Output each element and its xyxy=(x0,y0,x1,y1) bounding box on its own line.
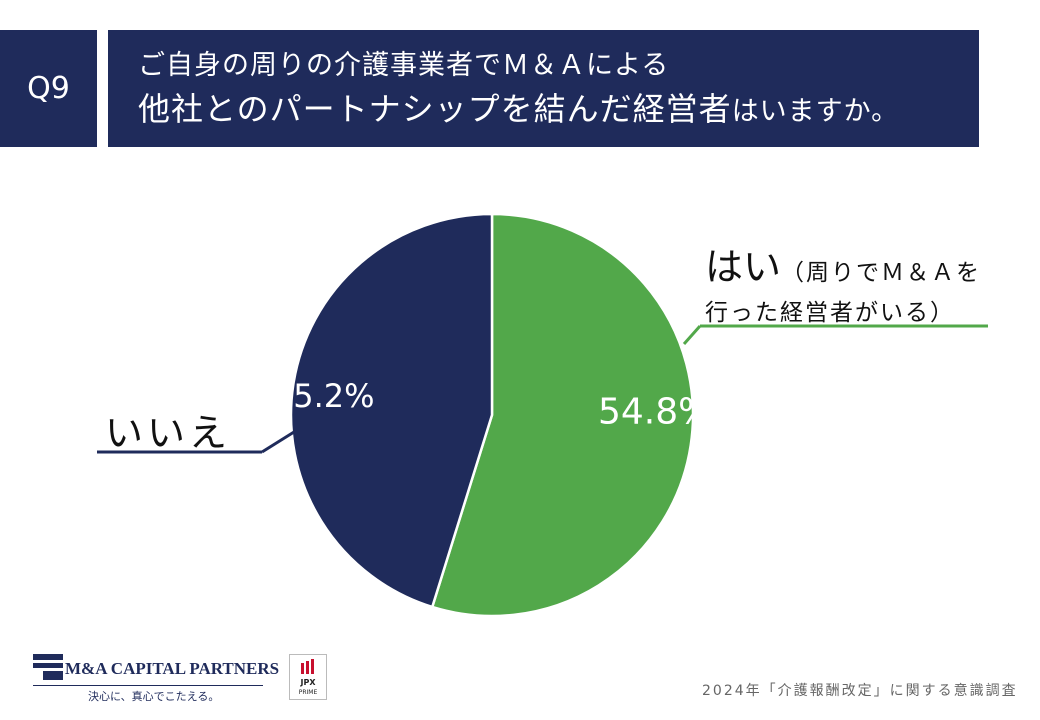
yes-label-main: はい xyxy=(705,245,781,289)
no-leader-line-diagonal xyxy=(262,432,294,452)
company-name: M&A CAPITAL PARTNERS xyxy=(65,659,279,679)
logo-divider xyxy=(33,685,263,686)
yes-label-paren: （周りでＭ＆Ａを xyxy=(781,260,981,286)
yes-label: はい（周りでＭ＆Ａを 行った経営者がいる） xyxy=(705,236,981,327)
jpx-mark-icon xyxy=(290,657,326,677)
pie-value-label-no: 45.2% xyxy=(273,377,375,415)
survey-source-note: 2024年「介護報酬改定」に関する意識調査 xyxy=(702,680,1018,700)
jpx-prime-logo: JPX PRIME xyxy=(289,654,327,700)
no-label: いいえ xyxy=(105,402,231,457)
jpx-text: JPX xyxy=(290,678,326,687)
yes-leader-line-diagonal xyxy=(684,326,700,344)
yes-label-line2: 行った経営者がいる） xyxy=(705,293,981,327)
company-tagline: 決心に、真心でこたえる。 xyxy=(88,688,219,704)
pie-chart: 54.8% 45.2% xyxy=(0,0,1040,720)
jpx-prime-text: PRIME xyxy=(290,689,326,696)
company-logo-icon xyxy=(33,652,63,682)
pie-value-label-yes: 54.8% xyxy=(598,391,712,432)
